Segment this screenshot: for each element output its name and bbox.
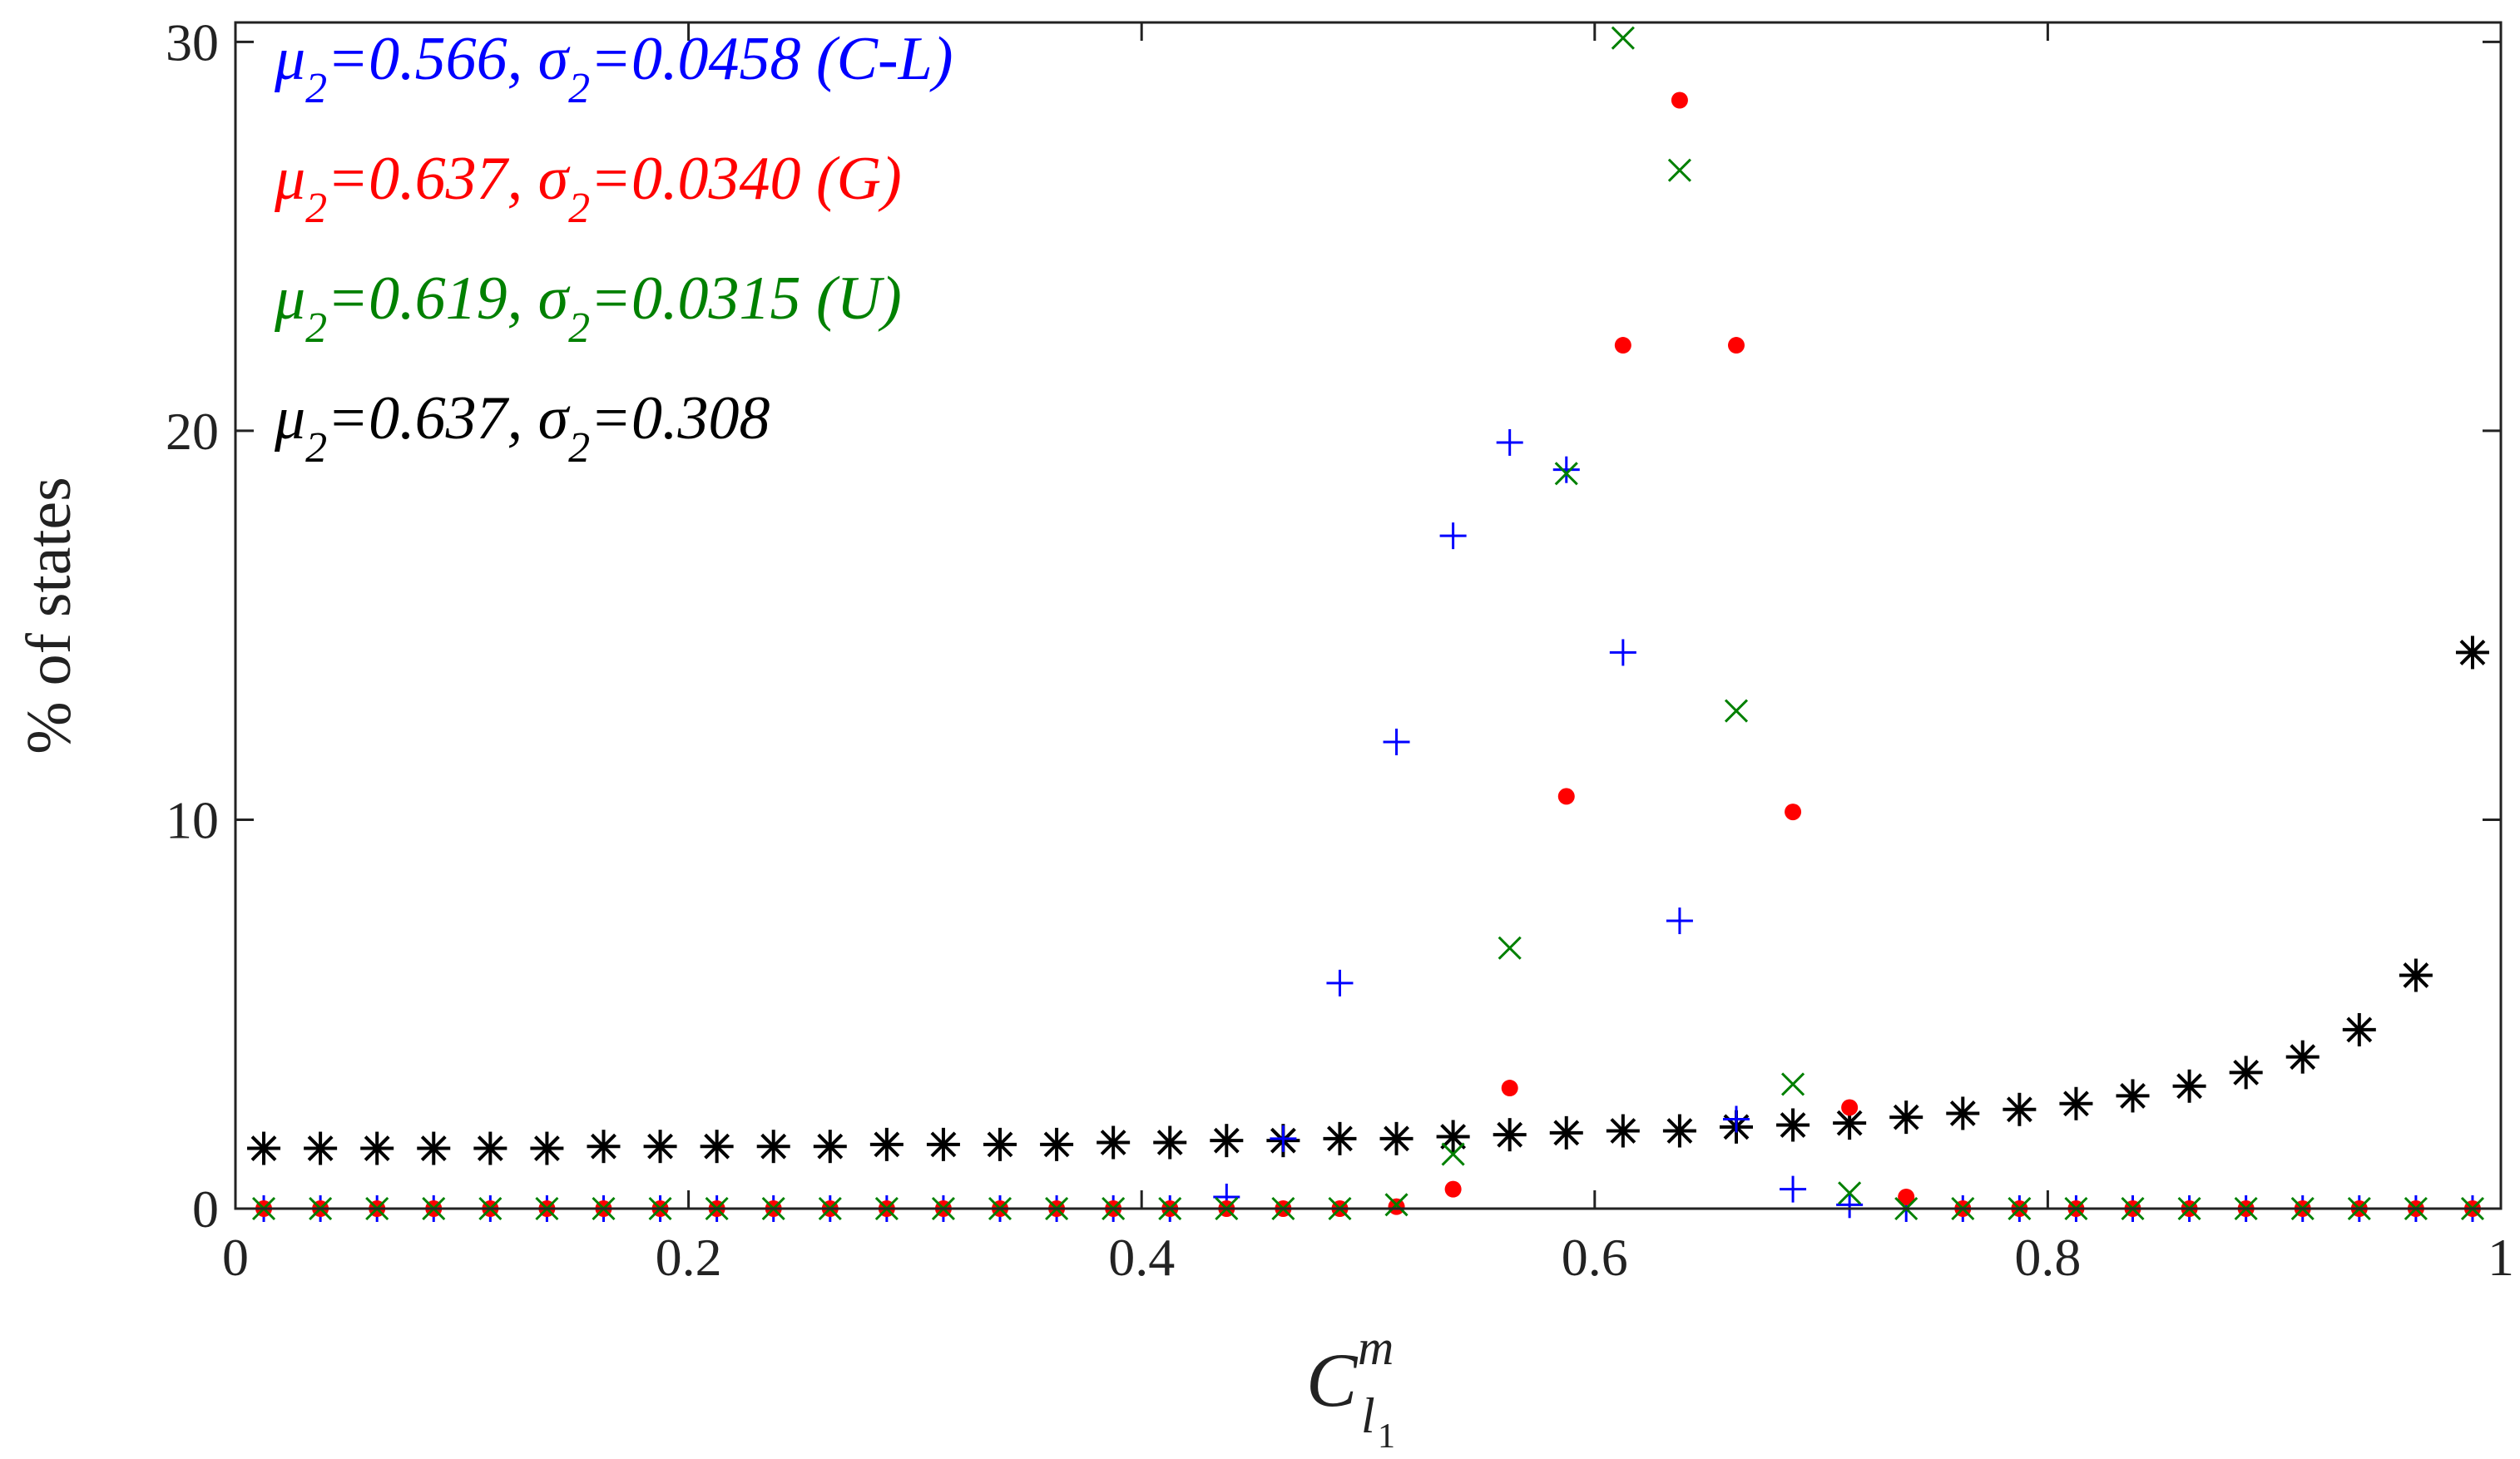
data-point-black [304, 1131, 338, 1165]
x-axis-title-superscript: m [1358, 1320, 1394, 1375]
legend-entry-C-L: μ2=0.566, σ2=0.0458 (C-L) [274, 25, 953, 112]
x-axis-title-subsubscript: 1 [1378, 1417, 1395, 1456]
data-point-C-L [1722, 1105, 1750, 1133]
data-point-U [1441, 1142, 1465, 1166]
data-point-black [1889, 1100, 1923, 1135]
axes-frame [234, 21, 2503, 1210]
data-point-G [1614, 337, 1631, 354]
data-point-black [2455, 636, 2489, 670]
data-point-black [530, 1131, 564, 1165]
data-point-black [1946, 1096, 1980, 1130]
data-point-C-L [1326, 969, 1354, 997]
data-point-U [1611, 26, 1635, 50]
data-point-black [2342, 1012, 2376, 1046]
data-point-black [1040, 1127, 1074, 1161]
y-tick-label: 0 [192, 1180, 219, 1239]
data-point-black [2172, 1069, 2206, 1103]
data-point-black [247, 1131, 281, 1165]
data-point-C-L [1496, 428, 1523, 456]
data-point-black [1210, 1124, 1244, 1158]
y-tick-label: 10 [166, 790, 219, 849]
data-point-G [1727, 337, 1745, 354]
x-tick-label: 0.6 [1562, 1228, 1628, 1287]
data-point-black [1436, 1120, 1470, 1154]
data-point-G [1785, 804, 1802, 821]
data-point-U [1838, 1181, 1862, 1205]
data-point-black [360, 1131, 394, 1165]
data-point-U [1384, 1193, 1409, 1217]
data-point-U [1498, 936, 1522, 960]
data-point-black [587, 1130, 621, 1164]
legend-entry-G: μ2=0.637, σ2=0.0340 (G) [274, 145, 902, 232]
data-point-G [1444, 1180, 1462, 1198]
x-axis-title-subscript: l [1361, 1388, 1375, 1443]
data-point-black [869, 1127, 904, 1161]
data-point-C-L [1609, 639, 1636, 666]
x-tick-label: 0.2 [656, 1228, 722, 1287]
data-point-C-L [1552, 456, 1580, 483]
x-tick-label: 0.8 [2014, 1228, 2081, 1287]
data-point-C-L [1836, 1191, 1864, 1219]
y-axis-title: % of states [14, 477, 84, 754]
data-point-C-L [1780, 1175, 1807, 1203]
data-point-black [1662, 1114, 1696, 1148]
x-tick-label: 0.4 [1108, 1228, 1175, 1287]
data-point-black [926, 1127, 960, 1161]
data-marks [247, 26, 2489, 1222]
legend-entry-black: μ2=0.637, σ2=0.308 [274, 384, 770, 472]
data-point-G [1501, 1080, 1518, 1097]
legend-entry-U: μ2=0.619, σ2=0.0315 (U) [274, 265, 902, 352]
data-point-G [1388, 1198, 1405, 1215]
data-point-black [643, 1130, 677, 1164]
data-point-black [813, 1130, 847, 1164]
data-point-black [1606, 1114, 1640, 1148]
data-point-C-L [1383, 728, 1410, 755]
data-point-black [2229, 1056, 2263, 1090]
data-point-black [1153, 1125, 1187, 1160]
data-point-black [1097, 1125, 1131, 1160]
data-point-U [1724, 699, 1749, 723]
data-point-black [756, 1130, 790, 1164]
data-point-black [1323, 1121, 1357, 1155]
data-point-G [1671, 91, 1688, 109]
data-point-black [983, 1127, 1017, 1161]
data-point-black [473, 1131, 507, 1165]
data-point-black [1379, 1121, 1413, 1155]
data-point-G [1841, 1099, 1859, 1116]
data-point-U [1667, 158, 1691, 182]
data-point-black [2003, 1092, 2037, 1126]
data-point-black [2116, 1079, 2150, 1113]
data-point-black [2399, 958, 2433, 992]
y-tick-label: 30 [166, 12, 219, 72]
data-point-black [2059, 1086, 2093, 1120]
data-point-G [1898, 1188, 1915, 1205]
x-tick-label: 1 [2488, 1228, 2514, 1287]
legend: μ2=0.566, σ2=0.0458 (C-L) μ2=0.637, σ2=0.… [274, 25, 953, 472]
data-point-black [1493, 1118, 1527, 1152]
x-axis-title: C m l 1 [1306, 1320, 1395, 1456]
x-tick-label: 0 [222, 1228, 249, 1287]
data-point-black [2285, 1040, 2319, 1074]
data-point-C-L [1270, 1125, 1297, 1152]
y-tick-label: 20 [166, 402, 219, 461]
data-point-U [1781, 1072, 1805, 1096]
data-point-black [1549, 1115, 1583, 1150]
data-point-U [1554, 462, 1578, 486]
data-point-G [1557, 788, 1575, 805]
data-point-black [1776, 1108, 1810, 1142]
data-point-C-L [1439, 522, 1467, 550]
data-point-black [417, 1131, 451, 1165]
x-axis-title-base: C [1306, 1338, 1359, 1422]
data-point-C-L [1666, 908, 1693, 935]
data-point-black [700, 1130, 734, 1164]
